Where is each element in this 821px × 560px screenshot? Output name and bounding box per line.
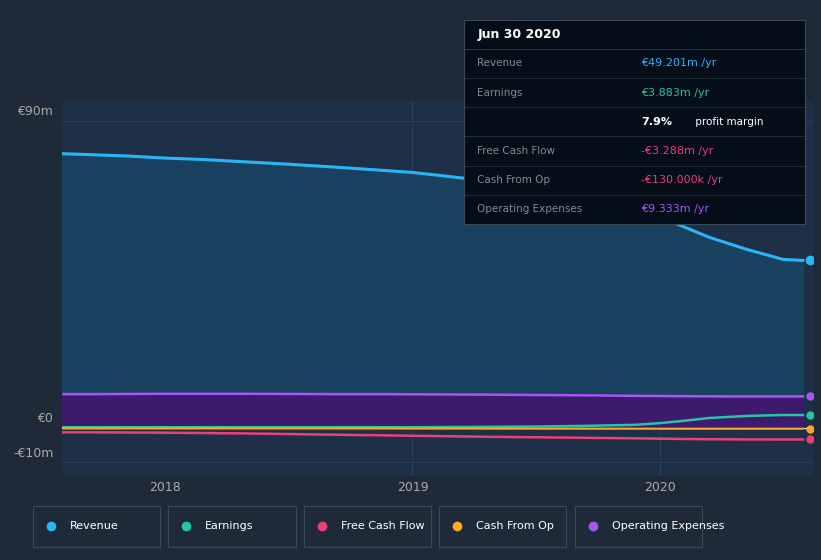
Text: Revenue: Revenue [478, 58, 523, 68]
Text: Earnings: Earnings [478, 87, 523, 97]
Text: Cash From Op: Cash From Op [478, 175, 551, 185]
Text: profit margin: profit margin [692, 117, 764, 127]
Text: Cash From Op: Cash From Op [476, 521, 554, 531]
Text: €3.883m /yr: €3.883m /yr [641, 87, 709, 97]
Text: €49.201m /yr: €49.201m /yr [641, 58, 717, 68]
Text: Operating Expenses: Operating Expenses [612, 521, 724, 531]
Text: €90m: €90m [17, 105, 53, 119]
Text: Free Cash Flow: Free Cash Flow [341, 521, 424, 531]
Text: -€10m: -€10m [13, 446, 53, 460]
Text: €0: €0 [38, 413, 53, 426]
Text: -€3.288m /yr: -€3.288m /yr [641, 146, 713, 156]
Text: Jun 30 2020: Jun 30 2020 [478, 27, 561, 41]
Text: Revenue: Revenue [70, 521, 118, 531]
Text: -€130.000k /yr: -€130.000k /yr [641, 175, 722, 185]
Text: 7.9%: 7.9% [641, 117, 672, 127]
Text: Earnings: Earnings [205, 521, 254, 531]
Text: Free Cash Flow: Free Cash Flow [478, 146, 556, 156]
Text: Operating Expenses: Operating Expenses [478, 204, 583, 214]
Text: €9.333m /yr: €9.333m /yr [641, 204, 709, 214]
